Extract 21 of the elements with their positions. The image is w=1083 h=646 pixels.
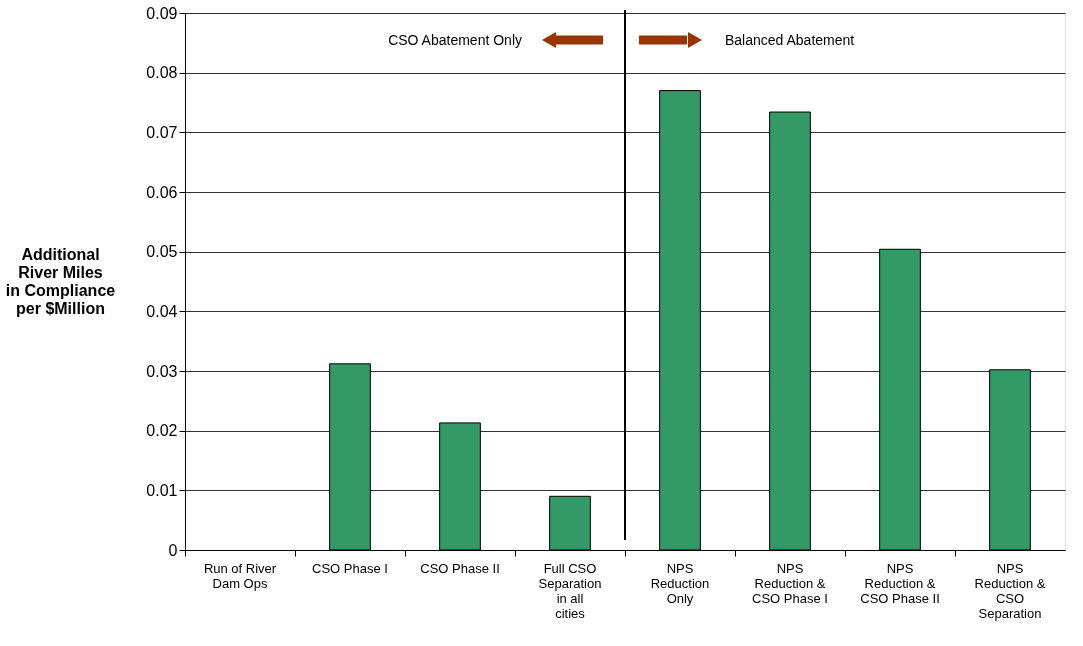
y-axis-title: Additional River Miles in Compliance per $Million: [5, 246, 116, 318]
y-tick-label: 0.08: [146, 64, 178, 82]
x-tick-label: CSO Phase I: [312, 560, 388, 576]
y-tick-label: 0.03: [146, 362, 178, 380]
y-tick-label: 0.01: [146, 481, 178, 499]
x-tick-label: NPS Reduction Only: [650, 560, 710, 606]
x-tick-label: NPS Reduction & CSO Separation: [974, 560, 1046, 621]
y-tick-label: 0.05: [146, 243, 178, 261]
x-tick-label: Full CSO Separation in all cities: [538, 560, 602, 621]
y-tick-label: 0.07: [146, 123, 178, 141]
y-tick-label: 0.04: [146, 302, 178, 320]
y-tick-label: 0.02: [146, 422, 178, 440]
x-tick-label: NPS Reduction & CSO Phase I: [752, 560, 828, 606]
annotation: Balanced Abatement: [725, 32, 855, 48]
x-tick-label: Run of River Dam Ops: [203, 560, 277, 591]
x-tick-label: NPS Reduction & CSO Phase II: [860, 560, 940, 606]
y-tick-label: 0.06: [146, 183, 178, 201]
annotation: CSO Abatement Only: [388, 32, 522, 48]
y-tick-label: 0: [168, 541, 178, 559]
y-tick-label: 0.09: [146, 4, 178, 22]
x-tick-label: CSO Phase II: [420, 560, 500, 576]
